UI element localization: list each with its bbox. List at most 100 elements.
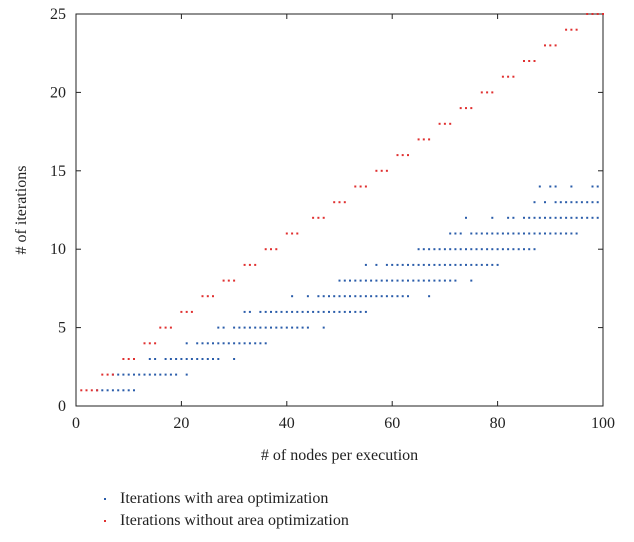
- data-point: [317, 310, 320, 313]
- data-point: [322, 295, 325, 298]
- data-point: [465, 107, 467, 110]
- data-point: [275, 326, 278, 329]
- data-point: [407, 295, 409, 298]
- data-point: [570, 28, 573, 31]
- data-point: [227, 279, 230, 282]
- data-point: [523, 232, 525, 235]
- data-point: [554, 201, 557, 204]
- data-point: [565, 201, 568, 204]
- data-point: [470, 107, 473, 110]
- data-point: [180, 358, 183, 360]
- data-point: [528, 60, 531, 62]
- data-point: [549, 216, 552, 219]
- data-point: [264, 310, 267, 313]
- data-point: [343, 295, 346, 298]
- data-point: [317, 295, 320, 298]
- data-point: [280, 310, 283, 313]
- data-point: [465, 216, 467, 219]
- data-point: [201, 358, 204, 360]
- data-point: [248, 263, 251, 266]
- data-point: [512, 232, 515, 235]
- data-point: [570, 232, 573, 235]
- data-point: [443, 122, 446, 125]
- data-point: [291, 232, 294, 235]
- data-point: [544, 232, 546, 235]
- y-tick-label: 0: [58, 398, 66, 415]
- data-point: [380, 295, 383, 298]
- data-point: [465, 263, 467, 266]
- data-point: [148, 358, 151, 360]
- x-tick-label: 20: [173, 415, 189, 432]
- data-point: [596, 216, 599, 219]
- data-point: [217, 358, 220, 360]
- data-point: [428, 138, 431, 141]
- data-point: [512, 75, 515, 78]
- legend-item-with-area-optimization: Iterations with area optimization: [96, 488, 349, 510]
- data-point: [233, 279, 236, 282]
- data-point: [507, 75, 510, 78]
- data-point: [133, 358, 135, 360]
- data-point: [354, 185, 357, 188]
- data-point: [264, 326, 267, 329]
- data-point: [212, 358, 214, 360]
- data-point: [570, 185, 573, 188]
- data-point: [375, 295, 378, 298]
- data-point: [243, 310, 246, 313]
- data-point: [449, 279, 452, 282]
- data-point: [565, 28, 568, 31]
- data-point: [528, 216, 531, 219]
- data-point: [296, 310, 299, 313]
- data-point: [275, 310, 278, 313]
- data-point: [285, 326, 288, 329]
- data-point: [449, 232, 452, 235]
- data-point: [359, 185, 362, 188]
- data-point: [370, 295, 373, 298]
- data-point: [396, 279, 399, 282]
- data-point: [354, 295, 357, 298]
- data-point: [270, 310, 272, 313]
- data-point: [122, 358, 125, 360]
- data-point: [143, 342, 146, 345]
- data-point: [533, 248, 536, 251]
- data-point: [580, 216, 583, 219]
- data-point: [459, 248, 462, 251]
- data-point: [133, 389, 135, 392]
- data-point: [106, 373, 109, 376]
- data-point: [396, 263, 399, 266]
- data-point: [117, 373, 120, 376]
- data-point: [549, 232, 552, 235]
- data-point: [154, 373, 157, 376]
- data-point: [443, 279, 446, 282]
- series-0: [96, 185, 599, 392]
- data-point: [422, 279, 425, 282]
- data-point: [111, 373, 114, 376]
- data-point: [364, 263, 367, 266]
- data-point: [602, 13, 604, 15]
- data-point: [486, 248, 489, 251]
- data-point: [254, 263, 257, 266]
- data-point: [575, 201, 578, 204]
- data-point: [264, 342, 267, 345]
- data-point: [454, 263, 457, 266]
- data-point: [570, 201, 573, 204]
- data-point: [591, 216, 594, 219]
- data-point: [401, 263, 404, 266]
- data-point: [470, 263, 473, 266]
- data-point: [227, 342, 230, 345]
- data-point: [127, 389, 130, 392]
- data-point: [333, 295, 336, 298]
- data-point: [449, 122, 452, 125]
- data-point: [127, 373, 130, 376]
- data-point: [596, 201, 599, 204]
- data-point: [306, 326, 309, 329]
- data-point: [349, 295, 351, 298]
- data-point: [222, 326, 225, 329]
- data-point: [148, 373, 151, 376]
- data-point: [480, 263, 483, 266]
- data-point: [523, 216, 525, 219]
- data-point: [312, 310, 315, 313]
- x-axis-title: # of nodes per execution: [261, 447, 418, 464]
- data-point: [164, 326, 167, 329]
- data-point: [301, 326, 304, 329]
- data-point: [301, 310, 304, 313]
